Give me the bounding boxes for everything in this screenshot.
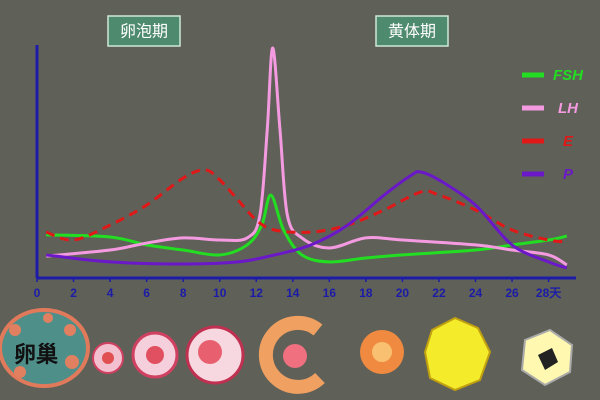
x-tick-label: 8: [180, 286, 187, 300]
x-tick-label: 16: [323, 286, 337, 300]
legend-label: LH: [558, 100, 579, 117]
series-line: [46, 193, 568, 264]
x-tick-label: 14: [286, 286, 300, 300]
x-tick-label: 26: [505, 286, 519, 300]
legend-label: P: [563, 166, 574, 183]
series-line: [45, 46, 568, 267]
x-tick-label: 2: [70, 286, 77, 300]
legend-label: E: [563, 133, 574, 150]
x-tick-label: 6: [143, 286, 150, 300]
x-tick-label: 24: [469, 286, 483, 300]
follicle-illustrations: 卵巢: [0, 308, 574, 394]
ovary-label: 卵巢: [14, 342, 58, 368]
x-tick-label: 0: [34, 286, 41, 300]
x-tick-label: 20: [396, 286, 410, 300]
legend-label: FSH: [553, 67, 584, 84]
x-tick-label: 18: [359, 286, 373, 300]
x-tick-label: 22: [432, 286, 446, 300]
series-line: [45, 168, 568, 244]
series-line: [45, 170, 568, 270]
phase-box: 卵泡期 黄体期: [107, 15, 449, 47]
x-tick-label: 12: [250, 286, 264, 300]
phase-label: 卵泡期: [120, 22, 168, 41]
phase-label: 黄体期: [388, 22, 436, 41]
x-tick-label: 28天: [536, 286, 562, 300]
x-tick-label: 10: [213, 286, 227, 300]
x-tick-label: 4: [107, 286, 114, 300]
